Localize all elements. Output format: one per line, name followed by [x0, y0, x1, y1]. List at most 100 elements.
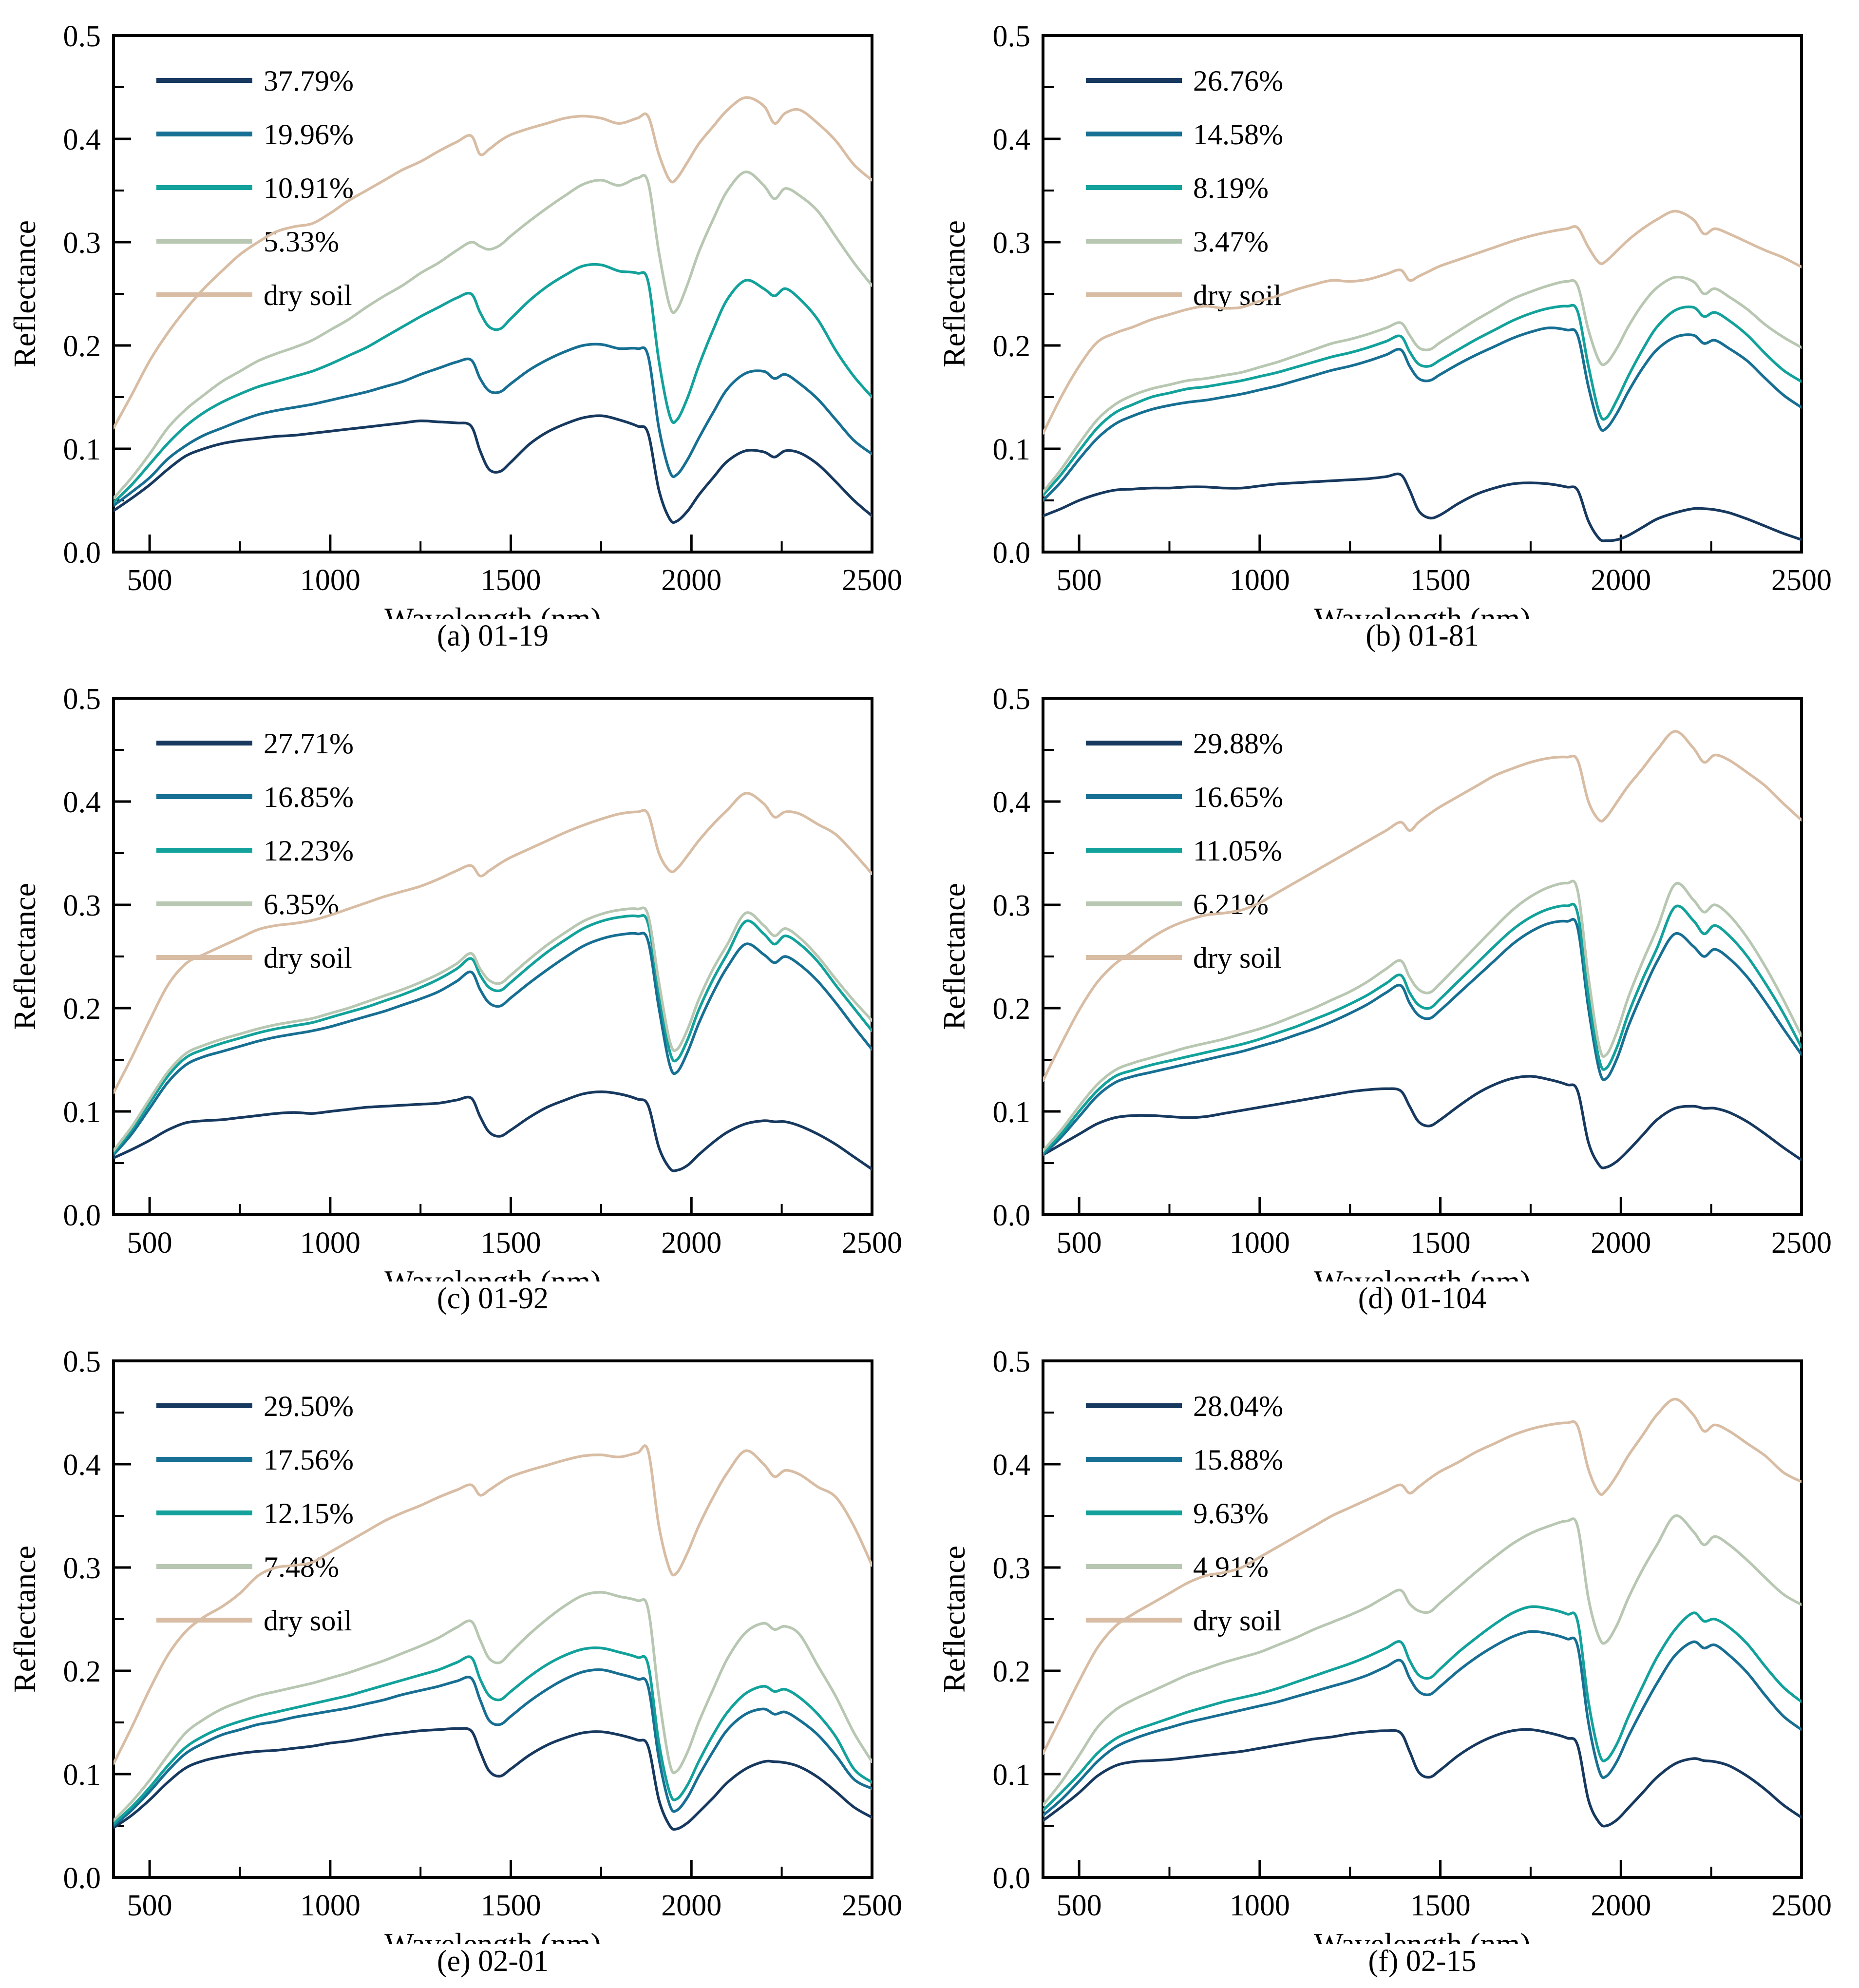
y-tick-label: 0.2: [993, 993, 1031, 1026]
panel-b: 0.0 0.1 0.2 0.3 0.4 0.5 500 1000 1500 2000 2500 Ref…: [930, 0, 1859, 663]
plot-border: [112, 697, 873, 1216]
panel-caption-a: (a) 01-19: [437, 619, 549, 652]
series-line-27.71%: [114, 1090, 872, 1172]
panel-caption-d: (d) 01-104: [1358, 1282, 1487, 1315]
series-line-37.79%: [114, 414, 872, 524]
plot-border: [112, 34, 873, 554]
y-tick-label: 0.3: [63, 227, 101, 260]
x-tick-label: 500: [127, 564, 172, 597]
x-tick-label: 1500: [1410, 1889, 1471, 1922]
legend-label: 27.71%: [264, 727, 354, 760]
y-tick-label: 0.5: [993, 683, 1031, 716]
series-line-14.58%: [1043, 326, 1802, 502]
series-line-29.50%: [114, 1727, 872, 1831]
x-axis-label: Wavelength (nm): [1314, 601, 1530, 619]
panel-caption-e: (e) 02-01: [437, 1945, 549, 1978]
y-axis-label: Reflectance: [7, 220, 42, 367]
y-tick-label: 0.5: [63, 20, 101, 53]
x-axis-label: Wavelength (nm): [384, 1264, 601, 1281]
panel-e: 0.0 0.1 0.2 0.3 0.4 0.5 500 1000 1500 2000 2500 Ref…: [0, 1325, 930, 1988]
x-axis-label: Wavelength (nm): [1314, 1927, 1530, 1944]
y-axis-label: Reflectance: [937, 883, 971, 1030]
series-line-3.47%: [1043, 275, 1802, 494]
legend-label: 29.88%: [1193, 727, 1283, 760]
x-tick-label: 500: [1057, 1889, 1102, 1922]
x-tick-label: 1500: [1410, 1226, 1471, 1260]
series-line-11.05%: [1043, 902, 1802, 1154]
series-line-dry soil: [114, 96, 872, 430]
x-tick-label: 1500: [481, 1889, 541, 1922]
y-tick-label: 0.4: [63, 1449, 101, 1482]
plot-f: 0.0 0.1 0.2 0.3 0.4 0.5 500 1000 1500 2000 2500 Ref…: [937, 1345, 1832, 1944]
legend-label: 10.91%: [264, 172, 354, 204]
series-line-5.33%: [114, 171, 872, 500]
series-line-19.96%: [114, 343, 872, 507]
plot-e: 0.0 0.1 0.2 0.3 0.4 0.5 500 1000 1500 2000 2500 Ref…: [7, 1345, 902, 1944]
x-tick-label: 1500: [481, 1226, 541, 1260]
series-line-9.63%: [1043, 1605, 1802, 1812]
series-line-29.88%: [1043, 1075, 1802, 1169]
legend-label: dry soil: [264, 1605, 352, 1637]
series-group: [1043, 730, 1802, 1169]
series-group: [1043, 1397, 1802, 1828]
y-axis-label: Reflectance: [7, 883, 42, 1030]
x-tick-label: 1500: [1410, 564, 1471, 597]
legend: 29.50%17.56%12.15%7.48%dry soil: [156, 1390, 354, 1637]
y-tick-label: 0.3: [63, 889, 101, 922]
legend-label: 8.19%: [1193, 172, 1269, 204]
legend-label: 14.58%: [1193, 118, 1283, 151]
y-tick-label: 0.2: [993, 330, 1031, 363]
legend-label: 12.15%: [264, 1497, 354, 1529]
legend-label: 16.65%: [1193, 781, 1283, 813]
x-tick-label: 2500: [1771, 1889, 1832, 1922]
series-line-28.04%: [1043, 1728, 1802, 1828]
y-tick-label: 0.0: [993, 1862, 1031, 1895]
series-group: [114, 792, 872, 1172]
legend: 26.76%14.58%8.19%3.47%dry soil: [1086, 65, 1283, 311]
x-tick-label: 500: [127, 1226, 172, 1260]
plot-border: [1042, 697, 1803, 1216]
plot-border: [112, 1359, 873, 1879]
series-line-16.85%: [114, 932, 872, 1156]
y-tick-label: 0.1: [63, 433, 101, 466]
x-tick-label: 1000: [300, 1226, 360, 1260]
legend-label: dry soil: [1193, 942, 1282, 974]
x-tick-label: 2500: [842, 1889, 902, 1922]
series-line-dry soil: [114, 792, 872, 1094]
legend-label: dry soil: [264, 942, 352, 974]
x-axis-label: Wavelength (nm): [384, 601, 601, 619]
legend-label: 17.56%: [264, 1444, 354, 1476]
y-tick-label: 0.0: [993, 1199, 1031, 1232]
legend-label: 3.47%: [1193, 226, 1269, 258]
y-tick-label: 0.4: [993, 1449, 1031, 1482]
y-tick-label: 0.2: [63, 330, 101, 363]
x-tick-label: 500: [1057, 1226, 1102, 1260]
panel-c: 0.0 0.1 0.2 0.3 0.4 0.5 500 1000 1500 2000 2500 Ref…: [0, 663, 930, 1325]
panel-caption-f: (f) 02-15: [1368, 1945, 1477, 1978]
series-line-26.76%: [1043, 472, 1802, 542]
series-line-4.91%: [1043, 1514, 1802, 1807]
y-tick-label: 0.4: [993, 123, 1031, 156]
series-line-16.65%: [1043, 918, 1802, 1156]
y-axis-label: Reflectance: [7, 1546, 42, 1693]
legend-label: 4.91%: [1193, 1551, 1269, 1583]
series-line-15.88%: [1043, 1630, 1802, 1817]
x-tick-label: 1500: [481, 564, 541, 597]
x-tick-label: 500: [1057, 564, 1102, 597]
series-line-7.48%: [114, 1591, 872, 1822]
plot-border: [1042, 34, 1803, 554]
plot-d: 0.0 0.1 0.2 0.3 0.4 0.5 500 1000 1500 2000 2500 Ref…: [937, 683, 1832, 1281]
plot-c: 0.0 0.1 0.2 0.3 0.4 0.5 500 1000 1500 2000 2500 Ref…: [7, 683, 902, 1281]
x-tick-label: 2000: [1591, 1226, 1651, 1260]
y-tick-label: 0.4: [63, 786, 101, 819]
panel-caption-c: (c) 01-92: [437, 1282, 549, 1315]
y-tick-label: 0.5: [63, 1345, 101, 1378]
x-tick-label: 1000: [1230, 564, 1290, 597]
legend-label: dry soil: [1193, 1605, 1282, 1637]
x-tick-label: 2000: [1591, 1889, 1651, 1922]
x-tick-label: 2500: [1771, 564, 1832, 597]
series-group: [114, 1444, 872, 1831]
panel-caption-b: (b) 01-81: [1366, 619, 1479, 652]
series-line-dry soil: [1043, 1397, 1802, 1755]
